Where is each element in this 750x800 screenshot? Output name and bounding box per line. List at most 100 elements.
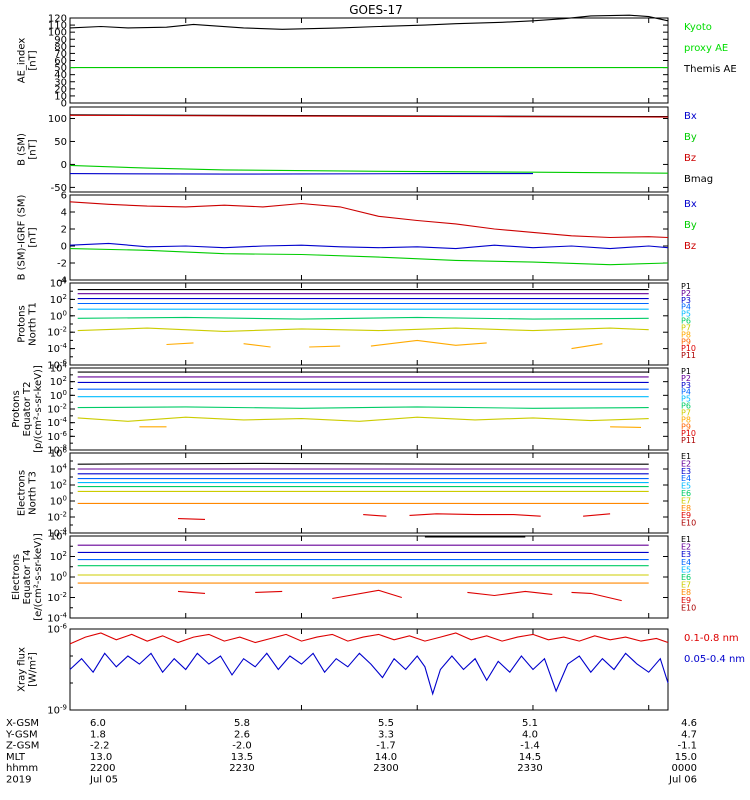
y-tick-label: 10-4 [47,342,67,355]
panel-frame [69,452,669,534]
legend-entry: P8 [681,330,691,339]
legend-entry: P5 [681,310,691,319]
x-axis-value: 15.0 [675,752,697,763]
y-tick-label: 102 [50,479,67,492]
legend-entry: P9 [681,337,691,346]
data-series-line [77,462,649,465]
x-axis-value: -1.4 [520,741,540,752]
x-axis-value: Jul 05 [89,775,118,786]
y-tick-label: 60 [54,56,67,67]
y-axis-label: [nT] [28,50,39,70]
y-axis-label: [e/(cm²-s-sr-keV)] [33,533,44,621]
x-axis-row-label: MLT [6,752,26,763]
x-axis-value: 5.1 [522,718,538,729]
x-axis-row-label: Y-GSM [5,729,38,740]
x-axis-value: 13.0 [90,752,112,763]
legend-entry: E6 [681,573,691,582]
y-axis-label: Xray flux [17,647,28,692]
legend-entry: E5 [681,565,691,574]
legend-entry: P1 [681,282,691,291]
legend-entry: E3 [681,467,691,476]
legend-entry: Bz [684,153,696,164]
data-series-line [69,164,669,174]
x-axis-value: -2.0 [232,741,252,752]
y-tick-label: -2 [57,259,67,270]
legend-entry: P4 [681,388,691,397]
data-series-line [363,514,387,517]
legend-entry: P10 [681,344,696,353]
legend-entry: E1 [681,452,691,461]
panel-frame [69,282,669,366]
y-tick-label: 10-4 [47,416,67,429]
y-tick-label: 10-2 [47,591,67,604]
panel-2: -50 0 50 100 B (SM) [nT] Bx By Bz Bmag [17,106,713,194]
y-tick-label: 40 [54,70,67,81]
legend-entry: By [684,220,697,231]
y-tick-label: 110 [48,21,67,32]
legend-entry: E2 [681,543,691,552]
y-tick-label: 100 [50,309,67,322]
y-tick-label: 0 [61,160,67,171]
data-series-line [77,406,649,409]
x-axis-value: 5.8 [234,718,250,729]
y-axis-label: B (SM)-IGRF (SM) [17,195,28,281]
legend-entry: 0.05-0.4 nm [684,654,745,665]
data-series-line [309,345,341,348]
legend-entry: P9 [681,422,691,431]
x-axis-value: 14.0 [375,752,397,763]
legend-entry: E5 [681,482,691,491]
y-tick-label: 10-6 [47,623,67,636]
y-tick-label: 90 [54,35,67,46]
panel-7: 104 102 100 10-2 10-4 Electrons Equator T4 [e/(… [11,530,696,625]
y-tick-label: 2 [61,225,67,236]
y-tick-label: 80 [54,42,67,53]
y-axis-label: Protons [11,390,22,427]
legend-entry: E10 [681,519,696,528]
x-axis-row-label: Z-GSM [6,741,39,752]
y-tick-label: 70 [54,49,67,60]
panel-4: 104 102 100 10-2 10-4 10-6 Protons North T1 P1P2… [17,277,697,372]
data-series-line [571,591,622,602]
y-tick-label: 104 [50,277,68,290]
data-series-line [69,632,669,645]
y-tick-label: 102 [50,550,67,563]
legend-entry: E4 [681,474,691,483]
legend-entry: P7 [681,323,691,332]
legend-entry: P6 [681,317,691,326]
data-series-line [166,342,194,346]
x-axis-value: 5.5 [378,718,394,729]
data-series-line [255,590,283,593]
y-tick-label: 0 [61,99,67,110]
y-axis-label: Electrons [17,470,28,516]
x-axis-value: -1.1 [677,741,697,752]
legend-entry: E10 [681,603,696,612]
panel-frame [69,367,669,451]
legend-entry: Bx [684,111,697,122]
x-axis-row-label: hhmm [6,763,38,774]
data-series-line [77,416,649,422]
y-tick-label: 20 [54,84,67,95]
y-tick-label: 10-4 [47,612,67,625]
panel-8: 10-6 10-9 Xray flux [W/m²] 0.1-0.8 nm 0.05-0.… [17,623,746,717]
legend-entry: P3 [681,381,691,390]
y-tick-label: 120 [48,14,67,25]
data-series-line [69,173,533,175]
x-axis-row-label: 2019 [6,775,31,786]
data-series-line [177,590,206,594]
legend-entry: Bx [684,199,697,210]
data-series-line [69,652,669,696]
y-tick-label: 10-8 [47,444,67,457]
y-axis-label: Equator T4 [22,550,33,605]
panel-frame [69,17,669,104]
x-axis-value: 4.7 [681,729,697,740]
y-tick-label: 50 [54,137,67,148]
legend-entry: E2 [681,459,691,468]
data-series-line [243,343,271,348]
legend-entry: P2 [681,289,691,298]
legend-entry: P8 [681,415,691,424]
y-tick-label: 10-9 [47,704,67,717]
